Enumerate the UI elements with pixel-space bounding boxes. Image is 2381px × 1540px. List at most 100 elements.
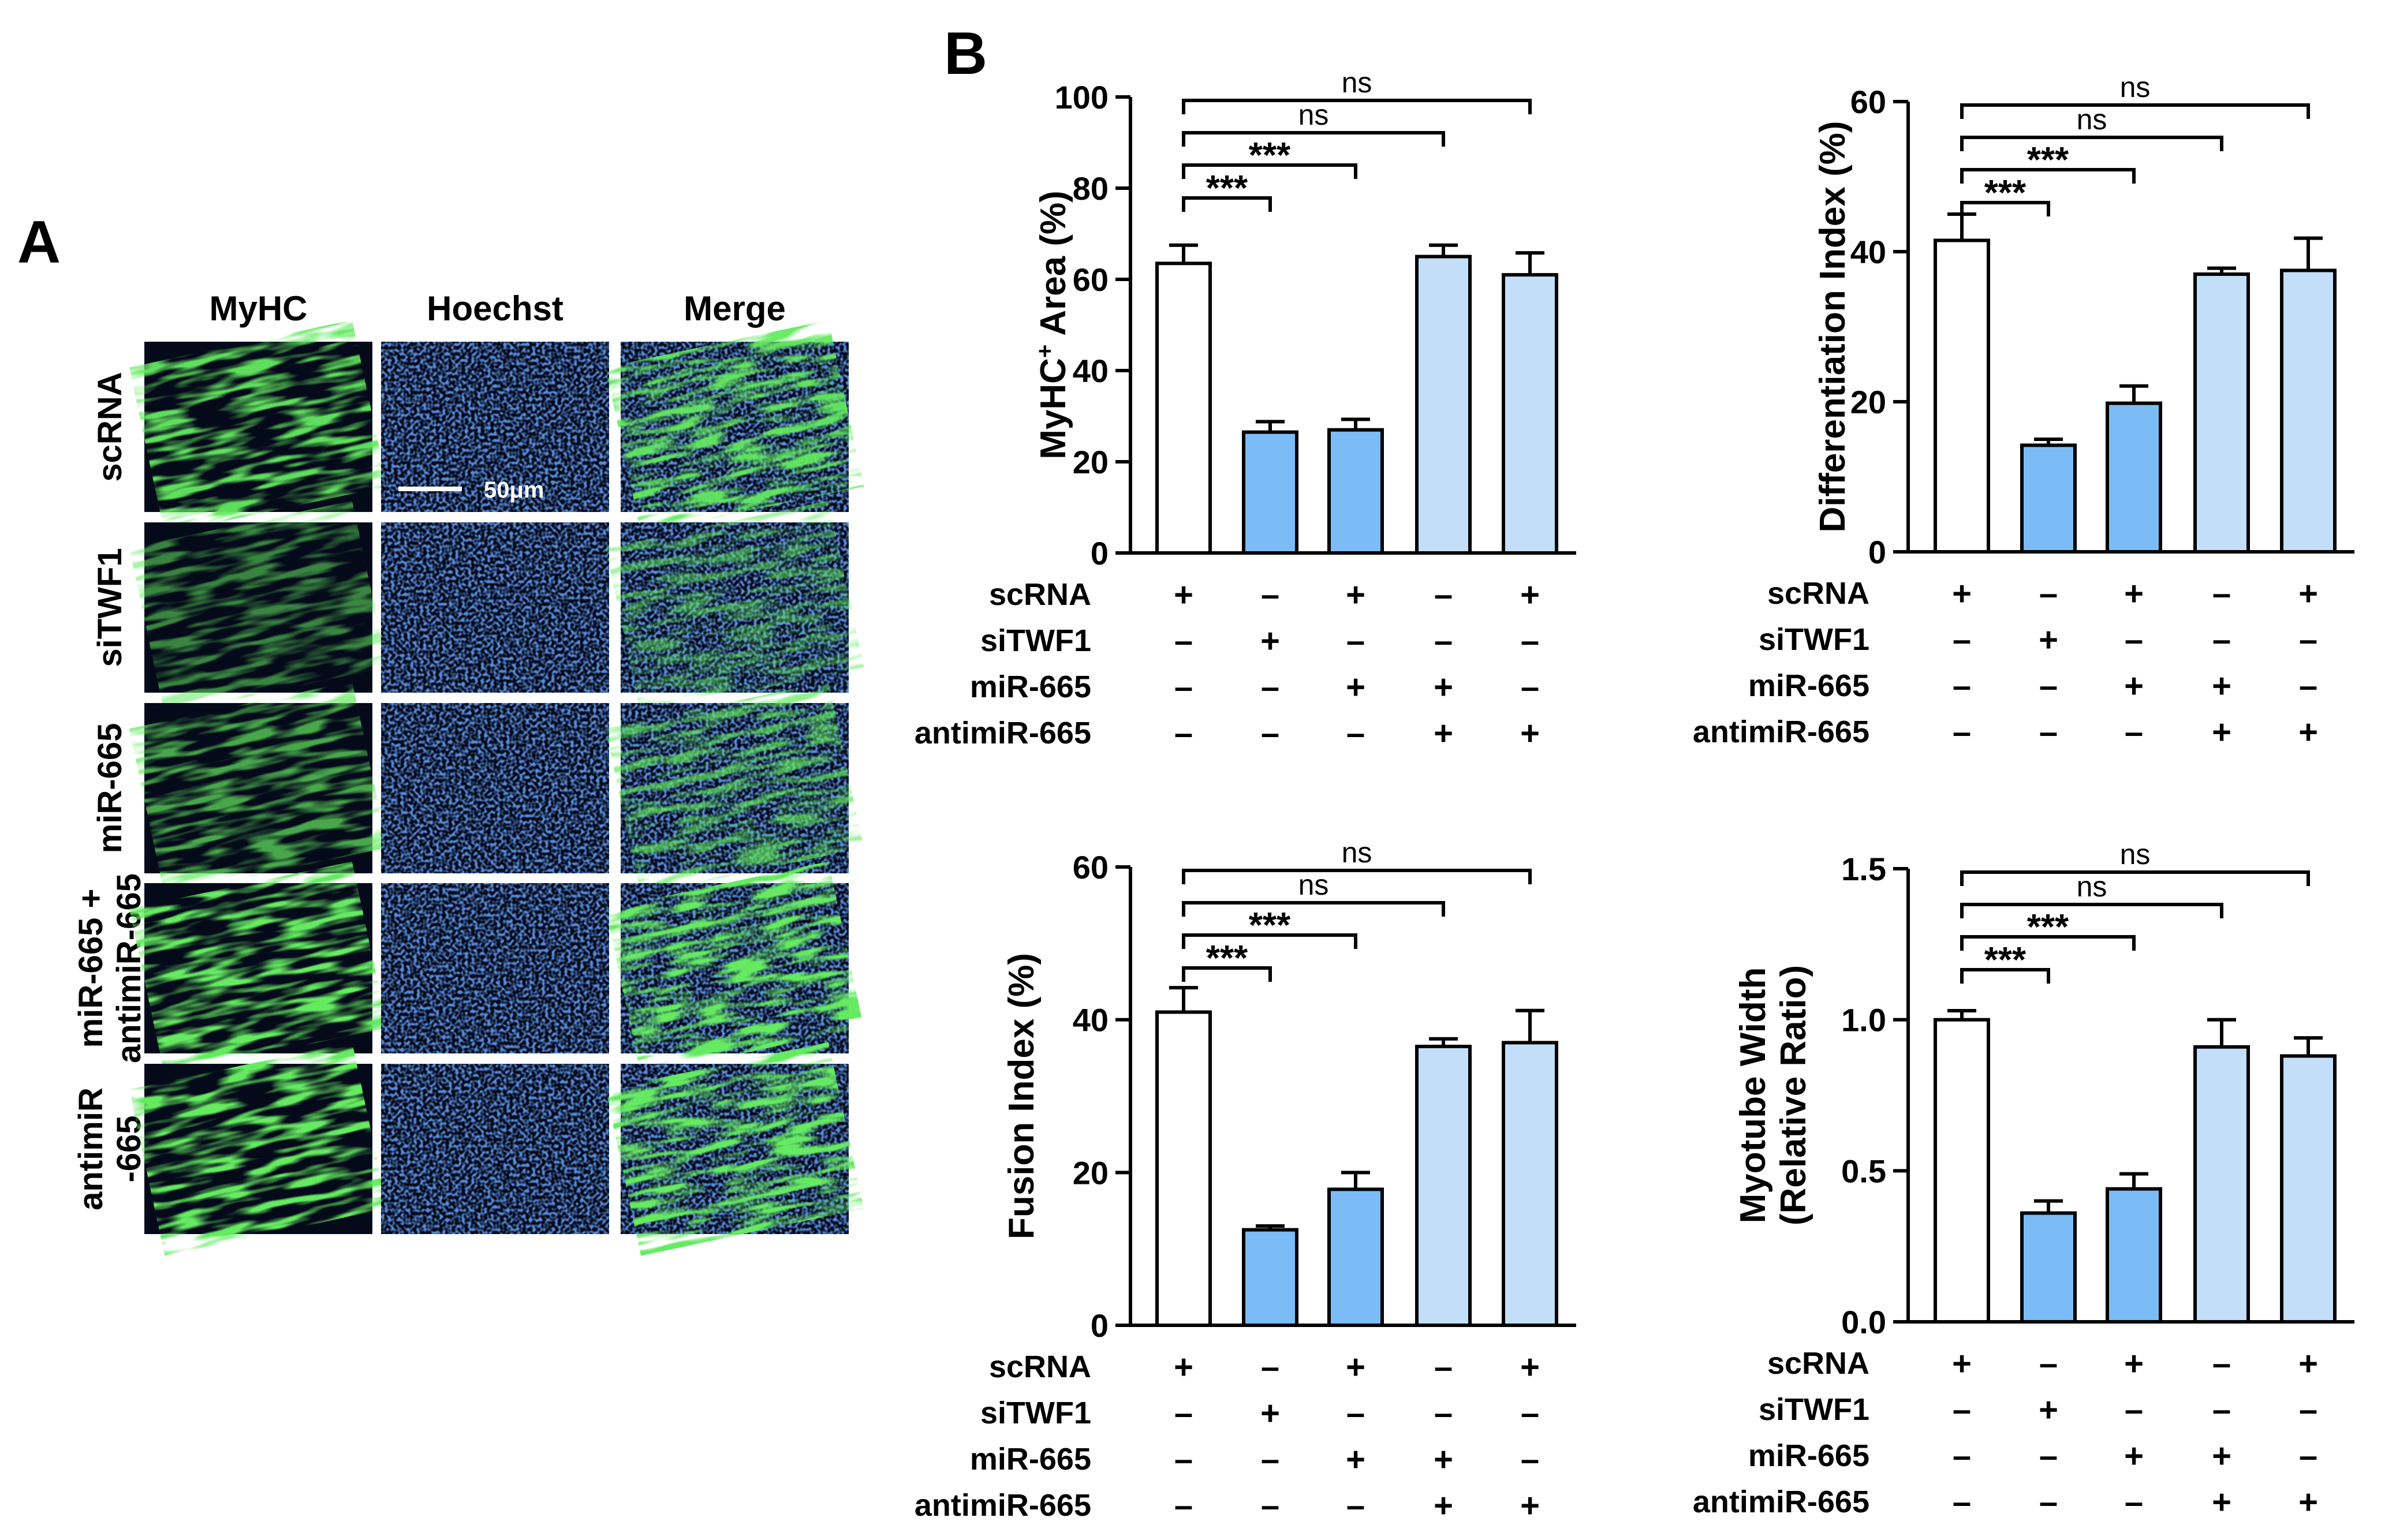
condition-sign: + [2124, 575, 2144, 612]
condition-sign: – [1174, 668, 1193, 706]
bar [2193, 1045, 2250, 1324]
panel-a-micrographs: A MyHC Hoechst Merge scRNA siTWF1 miR-665 miR-6… [17, 209, 864, 1256]
bar [1327, 428, 1384, 555]
significance-label: ns [2077, 103, 2107, 136]
y-tick-label: 20 [1073, 444, 1109, 480]
condition-sign: + [1434, 668, 1453, 706]
condition-sign: – [1953, 667, 1971, 705]
condition-sign: + [2212, 1483, 2231, 1521]
micrograph-hoechst [381, 522, 609, 693]
significance-bracket [1960, 870, 2310, 886]
significance-bracket [1960, 903, 2223, 918]
condition-label: miR-665 [1748, 1438, 1869, 1473]
significance-label: *** [1984, 940, 2027, 980]
condition-sign: + [1174, 1348, 1193, 1386]
significance-label: ns [2077, 870, 2107, 903]
condition-sign: – [1174, 622, 1193, 660]
condition-sign: + [2212, 713, 2231, 751]
y-axis-label: MyHC+ Area (%) [1032, 190, 1073, 459]
condition-sign: – [1521, 622, 1539, 660]
condition-label: siTWF1 [1759, 622, 1869, 657]
significance-bracket [1960, 136, 2223, 151]
condition-label: miR-665 [1748, 668, 1869, 703]
condition-sign: + [1260, 622, 1280, 660]
condition-sign: + [2298, 713, 2318, 751]
column-label: Merge [684, 289, 786, 328]
condition-sign: – [1953, 1391, 1971, 1429]
condition-label: antimiR-665 [915, 1488, 1091, 1523]
condition-sign: – [1261, 1348, 1279, 1386]
y-tick-label: 80 [1073, 170, 1109, 207]
condition-sign: – [1174, 1487, 1193, 1524]
condition-sign: + [1346, 576, 1365, 614]
y-axis-label: Differentiation Index (%) [1813, 121, 1853, 532]
condition-sign: – [1521, 1441, 1539, 1478]
condition-sign: + [1520, 715, 1540, 752]
condition-sign: – [2299, 667, 2317, 705]
significance-label: *** [1249, 136, 1291, 175]
condition-sign: + [2212, 667, 2231, 705]
condition-label: antimiR-665 [1693, 1485, 1869, 1519]
bar [2193, 272, 2250, 554]
micrograph-merge [605, 681, 864, 895]
micrograph-myhc [129, 320, 388, 534]
y-axis-label-line: Myotube Width [1733, 967, 1773, 1224]
significance-bracket [1960, 968, 2050, 984]
significance-bracket [1182, 163, 1357, 179]
bar [1327, 1187, 1384, 1328]
condition-sign: + [1346, 1441, 1365, 1478]
condition-sign: + [1952, 1345, 1972, 1382]
condition-sign: – [1434, 1348, 1453, 1386]
nuclei-stain [381, 342, 609, 512]
bar [1155, 1010, 1212, 1327]
significance-bracket [1182, 131, 1445, 147]
micrograph-myhc [129, 1042, 388, 1256]
y-axis-label: Fusion Index (%) [1002, 953, 1042, 1239]
bar [2280, 268, 2337, 554]
y-axis-label-superscript: + [1032, 345, 1058, 358]
condition-sign: + [2039, 621, 2058, 659]
y-tick-label: 1.5 [1841, 851, 1886, 887]
micrograph-myhc [129, 500, 388, 715]
condition-sign: – [2299, 621, 2317, 659]
significance-label: *** [2027, 907, 2069, 947]
condition-label: antimiR-665 [1693, 715, 1869, 749]
significance-bracket [1182, 869, 1532, 884]
y-tick-label: 0 [1091, 1307, 1109, 1344]
chart-4: 0.0 0.5 1.0 1.5 Myotube Width(Relative Ratio… [1693, 838, 2354, 1521]
bar [1502, 273, 1558, 555]
row-label-line: antimiR-665 [110, 873, 148, 1063]
condition-sign: + [1174, 576, 1193, 614]
condition-sign: – [1174, 1395, 1193, 1432]
condition-sign: + [2212, 1437, 2231, 1475]
condition-label: siTWF1 [980, 1396, 1091, 1430]
y-tick-label: 40 [1850, 234, 1886, 270]
y-tick-label: 40 [1073, 1002, 1109, 1038]
column-label: MyHC [209, 289, 307, 328]
bar [1242, 430, 1298, 555]
condition-sign: + [1346, 668, 1365, 706]
row-label-line: miR-665 + [72, 889, 110, 1048]
bar [2106, 401, 2162, 554]
significance-bracket [1182, 966, 1272, 982]
condition-sign: + [1260, 1395, 1280, 1432]
condition-sign: + [1434, 1487, 1453, 1524]
row-label-line: scRNA [91, 372, 129, 481]
myotube-stain [605, 861, 864, 1075]
row-label-line: miR-665 [91, 723, 129, 854]
condition-label: scRNA [989, 577, 1091, 612]
condition-sign: – [2125, 1391, 2143, 1429]
significance-bracket [1960, 168, 2136, 184]
micrograph-myhc [129, 861, 388, 1075]
condition-sign: + [2124, 667, 2144, 705]
condition-sign: – [2039, 1483, 2058, 1521]
condition-label: scRNA [1767, 576, 1869, 611]
significance-label: *** [1984, 173, 2027, 213]
y-tick-label: 0.0 [1841, 1304, 1886, 1340]
y-axis-label-line: (Relative Ratio) [1774, 965, 1813, 1225]
condition-sign: + [2039, 1391, 2058, 1429]
condition-label: scRNA [1767, 1346, 1869, 1381]
y-tick-label: 60 [1073, 849, 1109, 885]
condition-sign: – [2212, 575, 2231, 612]
